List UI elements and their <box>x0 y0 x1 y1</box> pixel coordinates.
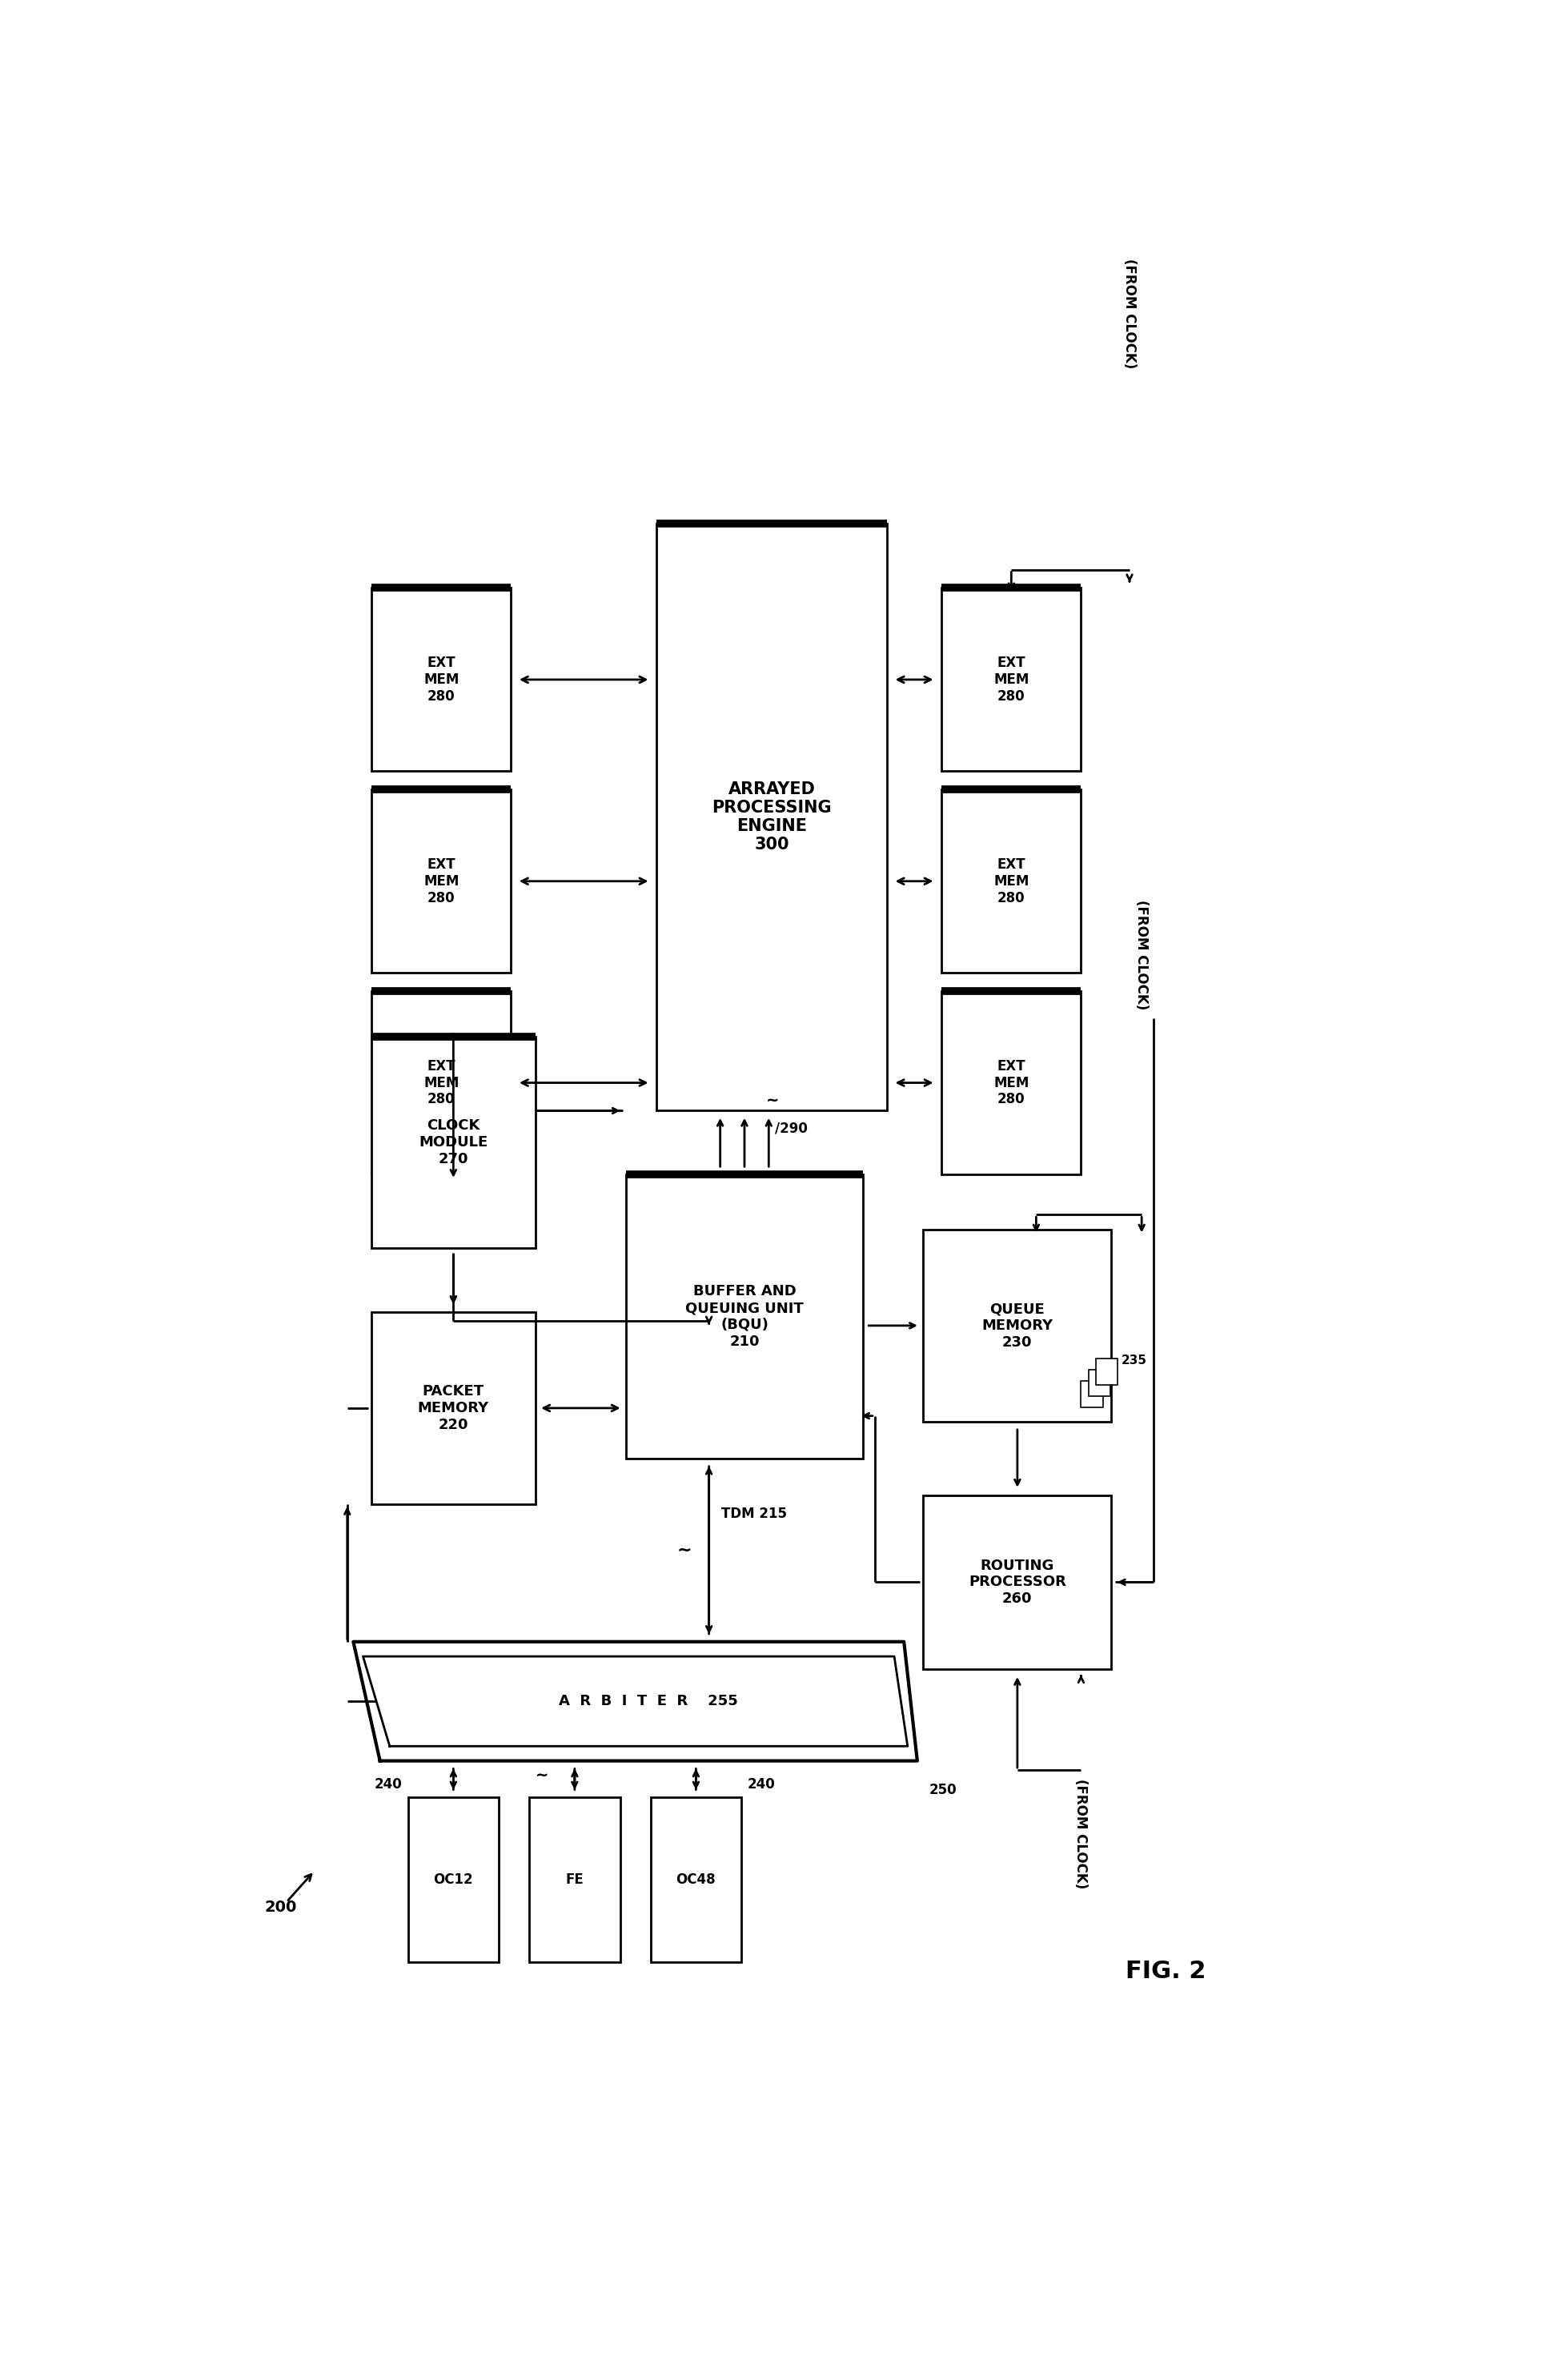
Bar <box>657 524 887 1109</box>
Text: EXT
MEM
280: EXT MEM 280 <box>994 857 1030 904</box>
Bar <box>1081 1380 1103 1407</box>
Bar <box>371 990 510 1173</box>
Text: (FROM CLOCK): (FROM CLOCK) <box>1135 900 1149 1009</box>
Bar <box>371 588 510 771</box>
Text: (FROM CLOCK): (FROM CLOCK) <box>1122 257 1136 369</box>
Polygon shape <box>363 1656 908 1747</box>
Text: EXT
MEM
280: EXT MEM 280 <box>994 1059 1030 1107</box>
Text: CLOCK
MODULE
270: CLOCK MODULE 270 <box>419 1119 488 1166</box>
Text: QUEUE
MEMORY
230: QUEUE MEMORY 230 <box>981 1302 1053 1349</box>
Text: ~: ~ <box>767 1092 779 1109</box>
Text: 200: 200 <box>264 1899 297 1916</box>
Polygon shape <box>354 1642 917 1761</box>
Bar <box>942 990 1081 1173</box>
Text: A  R  B  I  T  E  R    255: A R B I T E R 255 <box>559 1695 739 1709</box>
Bar <box>371 1311 535 1504</box>
Bar <box>923 1230 1111 1421</box>
Bar <box>942 588 1081 771</box>
Text: (FROM CLOCK): (FROM CLOCK) <box>1074 1780 1088 1890</box>
Text: 235: 235 <box>1121 1354 1147 1366</box>
Text: PACKET
MEMORY
220: PACKET MEMORY 220 <box>418 1385 488 1433</box>
Text: 240: 240 <box>748 1778 775 1792</box>
Bar <box>408 1797 499 1964</box>
Text: FE: FE <box>565 1873 584 1887</box>
Bar <box>371 1038 535 1247</box>
Bar <box>923 1495 1111 1668</box>
Text: ~: ~ <box>678 1542 692 1559</box>
Text: OC48: OC48 <box>676 1873 715 1887</box>
Text: /290: /290 <box>775 1121 808 1135</box>
Text: 250: 250 <box>930 1783 958 1797</box>
Bar <box>529 1797 620 1964</box>
Text: ~: ~ <box>535 1768 548 1783</box>
Bar <box>651 1797 742 1964</box>
Bar <box>626 1173 862 1459</box>
Bar <box>371 790 510 973</box>
Text: ARRAYED
PROCESSING
ENGINE
300: ARRAYED PROCESSING ENGINE 300 <box>712 781 831 852</box>
Text: BUFFER AND
QUEUING UNIT
(BQU)
210: BUFFER AND QUEUING UNIT (BQU) 210 <box>685 1285 803 1349</box>
Text: EXT
MEM
280: EXT MEM 280 <box>994 657 1030 704</box>
Text: EXT
MEM
280: EXT MEM 280 <box>424 657 459 704</box>
Text: OC12: OC12 <box>434 1873 473 1887</box>
Bar <box>1096 1359 1117 1385</box>
Text: ROUTING
PROCESSOR
260: ROUTING PROCESSOR 260 <box>969 1559 1066 1606</box>
Text: EXT
MEM
280: EXT MEM 280 <box>424 1059 459 1107</box>
Text: 240: 240 <box>374 1778 402 1792</box>
Text: FIG. 2: FIG. 2 <box>1125 1961 1207 1983</box>
Bar <box>942 790 1081 973</box>
Bar <box>1088 1371 1110 1397</box>
Text: EXT
MEM
280: EXT MEM 280 <box>424 857 459 904</box>
Text: TDM 215: TDM 215 <box>721 1507 787 1521</box>
